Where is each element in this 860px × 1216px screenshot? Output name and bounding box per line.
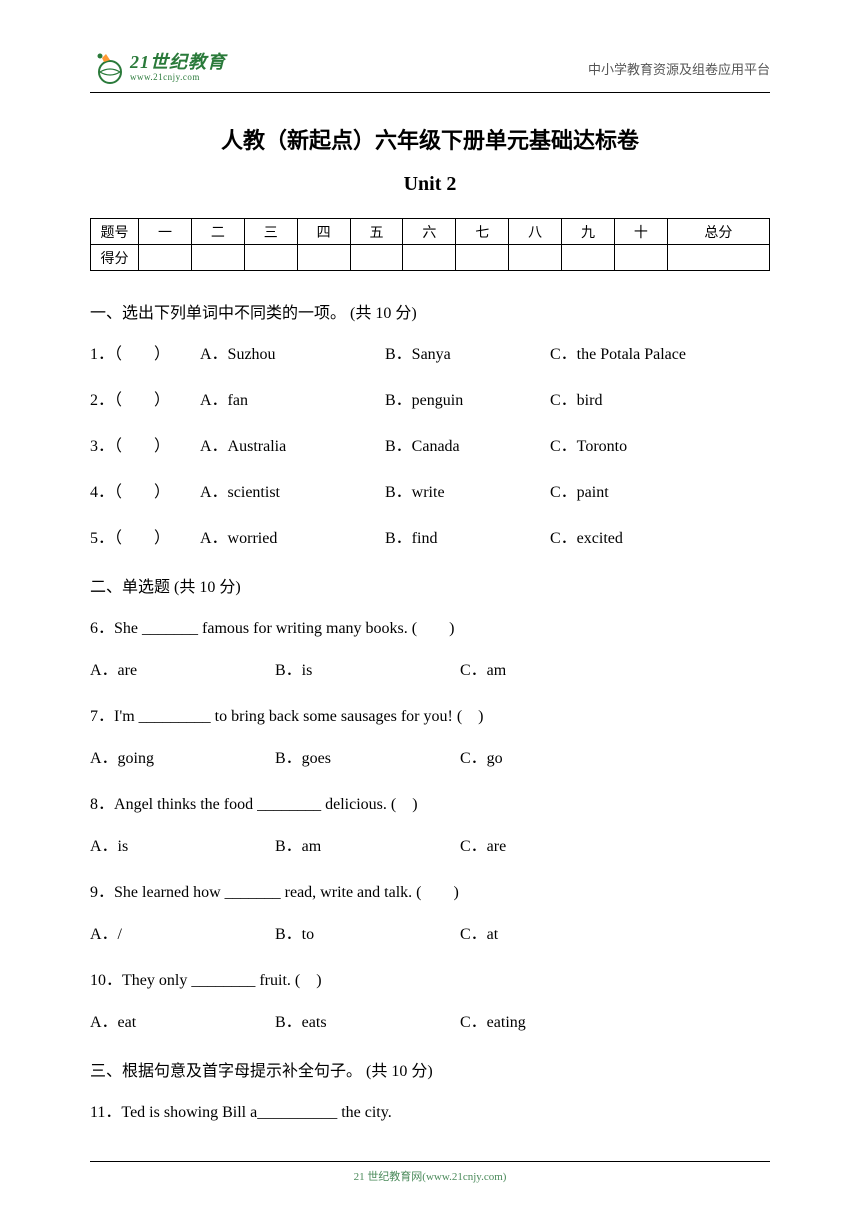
question-6: 6．She _______ famous for writing many bo… (90, 617, 770, 683)
page-header: 21世纪教育 www.21cnjy.com 中小学教育资源及组卷应用平台 (90, 50, 770, 93)
score-header-cell: 十 (614, 219, 667, 245)
option-c: C．eating (460, 1011, 526, 1035)
option-b: B．find (385, 527, 550, 551)
question-11: 11．Ted is showing Bill a__________ the c… (90, 1101, 770, 1125)
option-b: B．is (275, 659, 460, 683)
option-a: A．scientist (200, 481, 385, 505)
logo-main: 21世纪教育 (130, 53, 226, 73)
question-text: Angel thinks the food ________ delicious… (114, 796, 418, 813)
option-b: B．Sanya (385, 343, 550, 367)
score-table-header-row: 题号 一 二 三 四 五 六 七 八 九 十 总分 (91, 219, 770, 245)
option-c: C．Toronto (550, 435, 627, 459)
score-header-cell: 六 (403, 219, 456, 245)
question-number: 2．（ ） (90, 389, 200, 413)
option-c: C．go (460, 747, 503, 771)
option-b: B．Canada (385, 435, 550, 459)
question-number: 11． (90, 1104, 121, 1121)
score-table: 题号 一 二 三 四 五 六 七 八 九 十 总分 得分 (90, 218, 770, 271)
question-number: 6． (90, 620, 114, 637)
option-a: A．are (90, 659, 275, 683)
score-value-cell (614, 245, 667, 271)
option-a: A．Suzhou (200, 343, 385, 367)
score-header-cell: 四 (297, 219, 350, 245)
score-header-cell: 七 (456, 219, 509, 245)
score-header-cell: 题号 (91, 219, 139, 245)
option-a: A．eat (90, 1011, 275, 1035)
score-value-cell (456, 245, 509, 271)
question-2: 2．（ ） A．fan B．penguin C．bird (90, 389, 770, 413)
question-number: 5．（ ） (90, 527, 200, 551)
question-text: They only ________ fruit. ( ) (122, 972, 322, 989)
question-8: 8．Angel thinks the food ________ delicio… (90, 793, 770, 859)
logo-icon (90, 50, 126, 86)
score-header-cell: 一 (139, 219, 192, 245)
question-text: I'm _________ to bring back some sausage… (114, 708, 483, 725)
score-header-cell: 五 (350, 219, 403, 245)
section-1-header: 一、选出下列单词中不同类的一项。 (共 10 分) (90, 299, 770, 323)
option-b: B．penguin (385, 389, 550, 413)
score-header-cell: 八 (509, 219, 562, 245)
score-value-cell (297, 245, 350, 271)
score-value-cell (244, 245, 297, 271)
option-c: C．are (460, 835, 506, 859)
question-3: 3．（ ） A．Australia B．Canada C．Toronto (90, 435, 770, 459)
question-number: 7． (90, 708, 114, 725)
question-5: 5．（ ） A．worried B．find C．excited (90, 527, 770, 551)
question-10: 10．They only ________ fruit. ( ) A．eat B… (90, 969, 770, 1035)
question-number: 1．（ ） (90, 343, 200, 367)
option-c: C．am (460, 659, 506, 683)
logo-text: 21世纪教育 www.21cnjy.com (130, 53, 226, 83)
option-b: B．write (385, 481, 550, 505)
page-footer: 21 世纪教育网(www.21cnjy.com) (90, 1161, 770, 1184)
question-number: 8． (90, 796, 114, 813)
question-9: 9．She learned how _______ read, write an… (90, 881, 770, 947)
score-value-cell (509, 245, 562, 271)
question-7: 7．I'm _________ to bring back some sausa… (90, 705, 770, 771)
document-title: 人教（新起点）六年级下册单元基础达标卷 (90, 123, 770, 155)
option-b: B．to (275, 923, 460, 947)
logo-sub: www.21cnjy.com (130, 73, 226, 83)
score-value-cell (139, 245, 192, 271)
document-subtitle: Unit 2 (90, 173, 770, 196)
option-a: A．worried (200, 527, 385, 551)
option-a: A．is (90, 835, 275, 859)
option-a: A．/ (90, 923, 275, 947)
score-value-cell (667, 245, 769, 271)
question-number: 10． (90, 972, 122, 989)
option-b: B．eats (275, 1011, 460, 1035)
option-c: C．at (460, 923, 498, 947)
option-c: C．the Potala Palace (550, 343, 686, 367)
option-c: C．bird (550, 389, 602, 413)
option-c: C．excited (550, 527, 623, 551)
score-value-cell (191, 245, 244, 271)
score-value-cell (403, 245, 456, 271)
option-a: A．going (90, 747, 275, 771)
section-3-header: 三、根据句意及首字母提示补全句子。 (共 10 分) (90, 1057, 770, 1081)
header-right-text: 中小学教育资源及组卷应用平台 (588, 59, 770, 78)
score-header-cell: 总分 (667, 219, 769, 245)
question-number: 3．（ ） (90, 435, 200, 459)
score-table-value-row: 得分 (91, 245, 770, 271)
option-a: A．Australia (200, 435, 385, 459)
score-header-cell: 二 (191, 219, 244, 245)
option-b: B．goes (275, 747, 460, 771)
score-value-cell (562, 245, 615, 271)
score-value-label: 得分 (91, 245, 139, 271)
option-a: A．fan (200, 389, 385, 413)
question-text: She _______ famous for writing many book… (114, 620, 454, 637)
score-header-cell: 九 (562, 219, 615, 245)
section-2-header: 二、单选题 (共 10 分) (90, 573, 770, 597)
score-header-cell: 三 (244, 219, 297, 245)
logo: 21世纪教育 www.21cnjy.com (90, 50, 226, 86)
score-value-cell (350, 245, 403, 271)
option-c: C．paint (550, 481, 609, 505)
question-4: 4．（ ） A．scientist B．write C．paint (90, 481, 770, 505)
question-text: Ted is showing Bill a__________ the city… (121, 1104, 391, 1121)
question-number: 9． (90, 884, 114, 901)
question-text: She learned how _______ read, write and … (114, 884, 459, 901)
option-b: B．am (275, 835, 460, 859)
question-1: 1．（ ） A．Suzhou B．Sanya C．the Potala Pala… (90, 343, 770, 367)
question-number: 4．（ ） (90, 481, 200, 505)
